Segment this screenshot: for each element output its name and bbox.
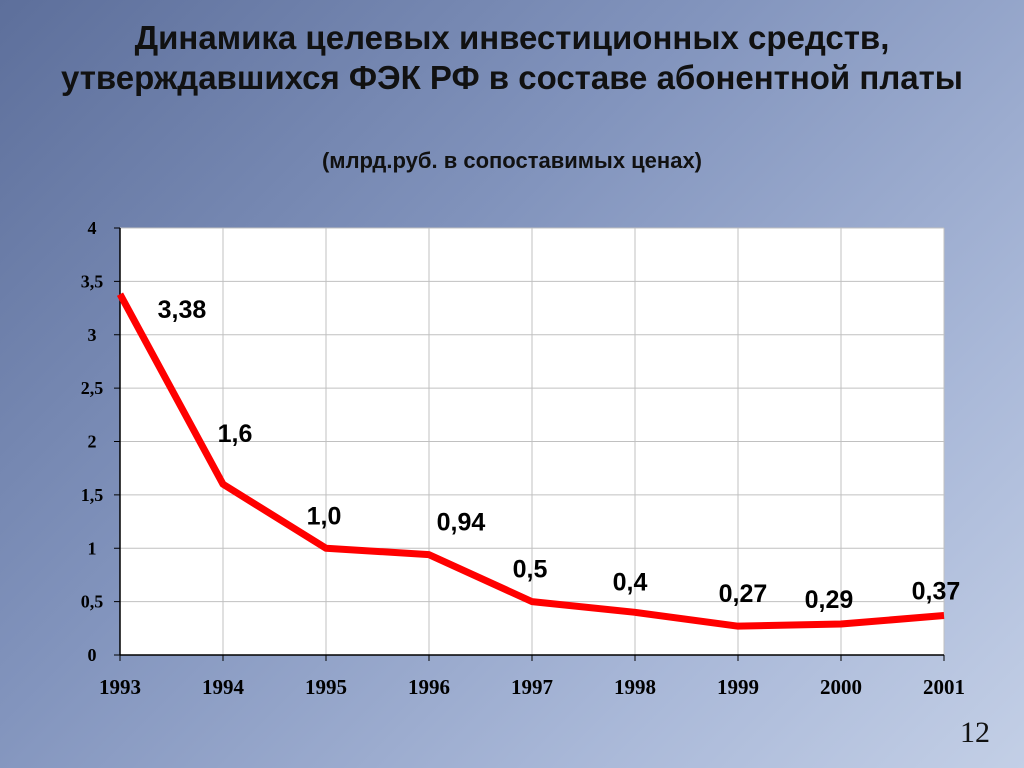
data-label: 0,37 xyxy=(912,578,961,606)
data-labels: 3,38 1,6 1,0 0,94 0,5 0,4 0,27 0,29 0,37 xyxy=(158,296,961,614)
x-tick-label: 2000 xyxy=(820,675,862,699)
data-label: 0,4 xyxy=(613,568,648,596)
series-line xyxy=(116,292,945,630)
y-tick-label: 0 xyxy=(88,645,97,665)
data-label: 0,27 xyxy=(719,580,768,608)
x-tick-label: 1997 xyxy=(511,675,553,699)
data-label: 0,5 xyxy=(513,556,548,584)
axes: 0 0,5 1 1,5 2 2,5 3 3,5 4 1993 1994 1995 1996 1997 199… xyxy=(81,218,965,699)
slide-title: Динамика целевых инвестиционных средств,… xyxy=(61,19,963,96)
x-tick-label: 1996 xyxy=(408,675,450,699)
y-tick-label: 2 xyxy=(88,432,97,452)
series xyxy=(116,292,945,630)
y-tick-label: 3,5 xyxy=(81,271,104,291)
data-label: 1,0 xyxy=(307,502,342,530)
x-tick-label: 1993 xyxy=(99,675,141,699)
x-tick-label: 1999 xyxy=(717,675,759,699)
y-tick-label: 2,5 xyxy=(81,378,104,398)
x-tick-label: 2001 xyxy=(923,675,965,699)
x-tick-label: 1995 xyxy=(305,675,347,699)
data-label: 1,6 xyxy=(218,420,253,448)
y-tick-label: 0,5 xyxy=(81,592,104,612)
y-tick-label: 4 xyxy=(88,218,97,238)
data-label: 3,38 xyxy=(158,296,207,324)
x-tick-label: 1998 xyxy=(614,675,656,699)
slide-subtitle: (млрд.руб. в сопоставимых ценах) xyxy=(321,148,703,173)
data-label: 0,94 xyxy=(437,509,486,537)
x-tick-label: 1994 xyxy=(202,675,245,699)
y-tick-label: 1 xyxy=(88,538,97,558)
data-label: 0,29 xyxy=(805,586,854,614)
page-number: 12 xyxy=(960,716,990,749)
y-tick-label: 3 xyxy=(88,325,97,345)
y-tick-label: 1,5 xyxy=(81,485,104,505)
